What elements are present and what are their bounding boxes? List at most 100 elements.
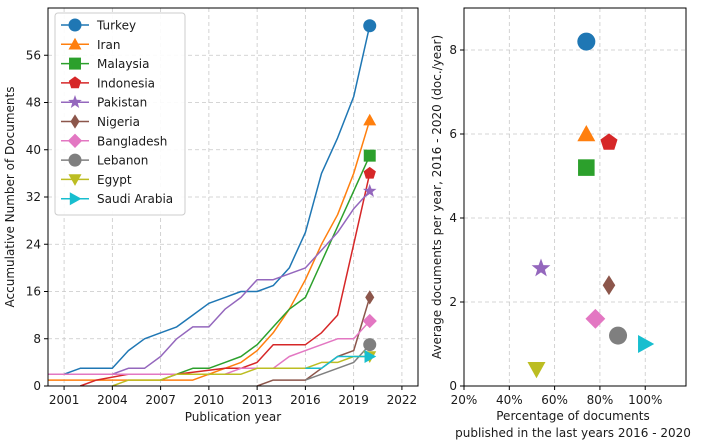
left-y-tick-label: 0 (33, 379, 41, 393)
legend-label: Egypt (97, 173, 132, 187)
line-turkey (48, 25, 371, 375)
left-grid (48, 8, 418, 387)
line-malaysia (160, 155, 371, 381)
legend-item-pakistan: Pakistan (61, 95, 147, 110)
right-x-tick-label: 40% (496, 393, 523, 407)
line-nigeria (256, 297, 371, 386)
left-y-axis-label: Accumulative Number of Documents (3, 87, 17, 308)
left-x-axis-label: Publication year (185, 410, 282, 424)
left-y-tick-label: 32 (26, 190, 41, 204)
legend-marker-egypt (68, 174, 82, 186)
right-y-tick-label: 2 (449, 295, 457, 309)
legend-marker-lebanon (68, 153, 82, 167)
legend-label: Iran (97, 38, 120, 52)
marker-indonesia (363, 166, 376, 179)
legend-label: Saudi Arabia (97, 192, 173, 206)
point-lebanon (609, 326, 628, 345)
left-y-ticks: 0 8 16 24 32 40 48 56 (26, 48, 48, 393)
right-y-tick-label: 8 (449, 43, 457, 57)
legend-label: Indonesia (97, 76, 155, 90)
right-y-tick-label: 6 (449, 127, 457, 141)
left-x-tick-label: 2007 (145, 393, 176, 407)
legend-item-indonesia: Indonesia (61, 76, 155, 90)
left-x-tick-label: 2019 (338, 393, 369, 407)
right-x-tick-label: 20% (451, 393, 478, 407)
legend-label: Malaysia (97, 57, 149, 71)
legend-marker-bangladesh (67, 133, 83, 148)
left-x-tick-label: 2013 (242, 393, 273, 407)
right-y-tick-label: 0 (449, 379, 457, 393)
legend-marker-nigeria (70, 114, 80, 129)
legend-item-lebanon: Lebanon (61, 153, 148, 168)
point-indonesia (600, 133, 618, 150)
marker-bangladesh (362, 313, 377, 329)
left-x-tick-label: 2010 (194, 393, 225, 407)
right-y-tick-label: 4 (449, 211, 457, 225)
left-y-tick-label: 40 (26, 143, 41, 157)
left-series-lines (48, 25, 371, 386)
point-egypt (527, 362, 546, 379)
left-y-tick-label: 8 (33, 332, 41, 346)
point-malaysia (578, 159, 595, 176)
right-x-tick-label: 80% (587, 393, 614, 407)
left-x-tick-label: 2022 (387, 393, 418, 407)
point-nigeria (602, 275, 616, 296)
legend-item-nigeria: Nigeria (61, 114, 140, 129)
marker-malaysia (363, 149, 376, 162)
scatter-chart: 20% 40% 60% 80% 100% 0 2 4 6 8 Percentage of doc… (430, 7, 691, 440)
legend-marker-saudi-arabia (69, 192, 82, 206)
point-bangladesh (585, 308, 606, 329)
marker-saudi-arabia (364, 349, 377, 363)
marker-turkey (363, 19, 377, 33)
legend-item-bangladesh: Bangladesh (61, 133, 167, 148)
point-saudi-arabia (638, 335, 655, 353)
left-series-end-markers (362, 19, 377, 363)
legend-marker-turkey (68, 18, 82, 32)
legend-item-turkey: Turkey (61, 18, 136, 33)
legend-label: Lebanon (97, 154, 148, 168)
legend-item-iran: Iran (61, 37, 120, 52)
left-x-tick-label: 2004 (97, 393, 128, 407)
left-y-tick-label: 24 (26, 237, 41, 251)
right-grid (463, 8, 686, 387)
legend-marker-pakistan (68, 95, 82, 108)
right-points (527, 32, 655, 379)
legend-item-saudi-arabia: Saudi Arabia (61, 192, 173, 206)
left-x-tick-label: 2001 (49, 393, 80, 407)
legend-marker-iran (68, 37, 82, 50)
point-turkey (577, 32, 596, 51)
legend-item-malaysia: Malaysia (61, 57, 149, 71)
right-x-axis-label-line1: Percentage of documents (496, 409, 650, 423)
left-x-ticks: 2001 2004 2007 2010 2013 2016 2019 2022 (49, 386, 417, 407)
left-y-tick-label: 48 (26, 96, 41, 110)
right-x-tick-label: 100% (628, 393, 662, 407)
legend-marker-indonesia (68, 76, 82, 89)
marker-iran (363, 113, 377, 126)
marker-nigeria (365, 290, 375, 305)
legend: Turkey Iran Malaysia Indonesia Pakistan Niger… (54, 12, 186, 216)
right-plot-frame (463, 7, 687, 387)
line-saudi-arabia (305, 355, 370, 370)
point-pakistan (531, 258, 551, 277)
line-chart: 2001 2004 2007 2010 2013 2016 2019 2022 0 8 16 24 3… (3, 7, 419, 424)
right-x-tick-label: 60% (541, 393, 568, 407)
right-y-ticks: 0 2 4 6 8 (449, 43, 464, 393)
left-y-tick-label: 16 (26, 285, 41, 299)
right-x-ticks: 20% 40% 60% 80% 100% (451, 386, 662, 407)
legend-label: Bangladesh (97, 134, 167, 148)
right-x-axis-label-line2: published in the last years 2016 - 2020 (455, 426, 691, 440)
line-egypt (112, 355, 370, 386)
legend-item-egypt: Egypt (61, 173, 132, 187)
left-x-tick-label: 2016 (290, 393, 321, 407)
right-y-axis-label: Average documents per year, 2016 - 2020 … (430, 35, 444, 359)
point-iran (577, 125, 596, 142)
marker-lebanon (363, 338, 377, 352)
legend-label: Pakistan (97, 96, 147, 110)
line-pakistan (48, 190, 371, 375)
legend-label: Turkey (96, 19, 136, 33)
marker-pakistan (362, 183, 377, 197)
legend-label: Nigeria (97, 115, 140, 129)
legend-marker-malaysia (69, 57, 81, 70)
left-y-tick-label: 56 (26, 48, 41, 62)
